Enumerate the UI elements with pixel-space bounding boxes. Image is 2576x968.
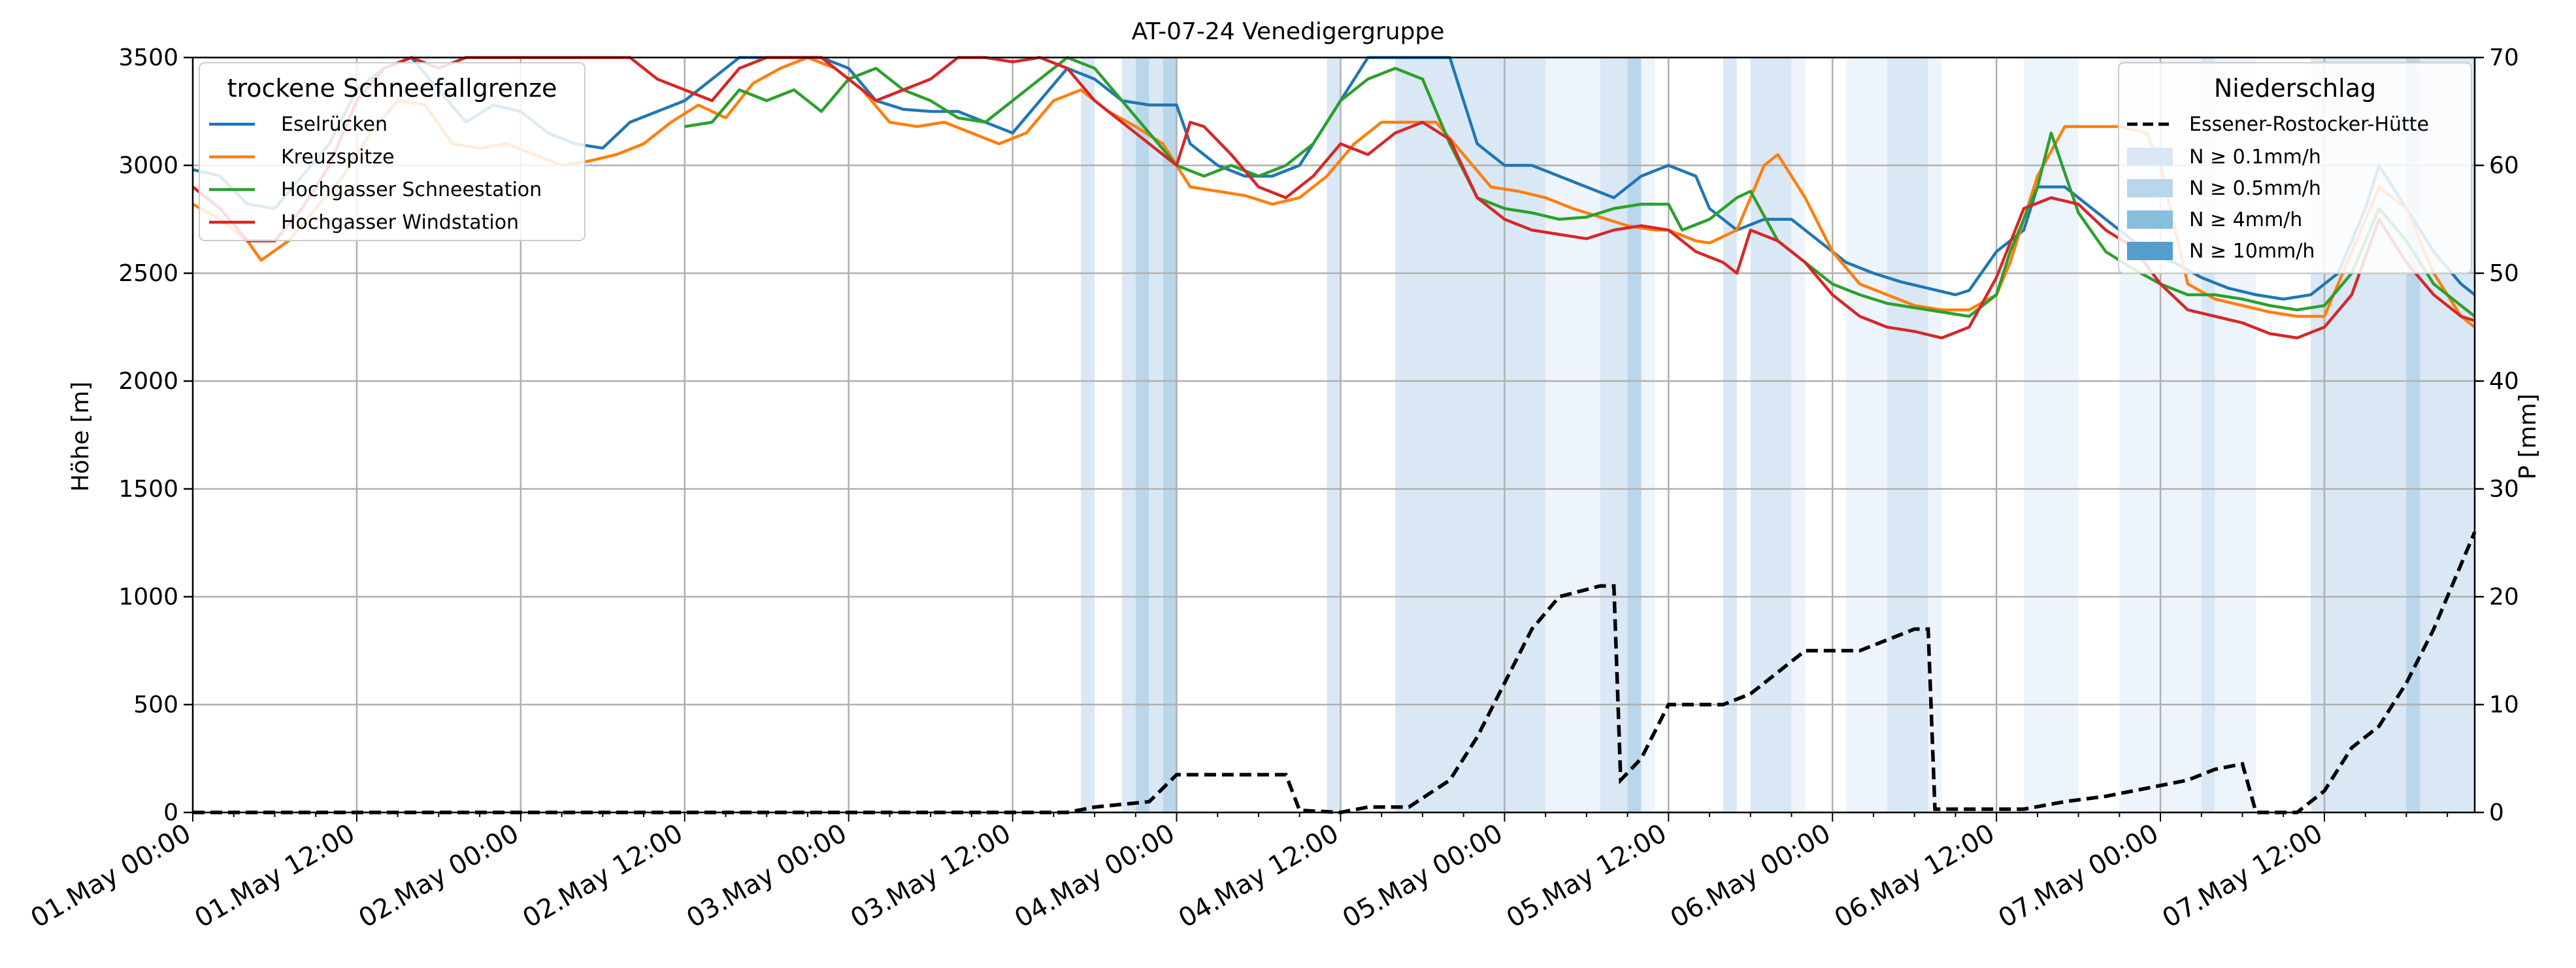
precip-bands — [1081, 58, 2475, 812]
precip-band-4 — [1163, 58, 1177, 812]
legend-snowline-label-2: Hochgasser Schneestation — [281, 178, 542, 201]
y-right-tick-label-0: 0 — [2489, 799, 2504, 826]
precip-band-10 — [1641, 58, 1655, 812]
precip-band-8 — [1600, 58, 1628, 812]
precip-band-11 — [1723, 58, 1737, 812]
precip-band-9 — [1627, 58, 1642, 812]
y-tick-label-6: 3000 — [118, 152, 178, 179]
y-axis-label: Höhe [m] — [67, 382, 94, 492]
legend-snowline: trockene Schneefallgrenze Eselrücken Kreu… — [199, 62, 586, 241]
precip-band-2 — [1135, 58, 1149, 812]
y-right-tick-label-2: 20 — [2489, 584, 2519, 610]
y-axis-label-right: P [mm] — [2515, 393, 2541, 479]
legend-precip-band-swatch-1 — [2127, 179, 2173, 197]
legend-precip-title: Niederschlag — [2214, 74, 2376, 103]
legend-precip-frame — [2118, 62, 2472, 274]
y-right-tick-label-3: 30 — [2489, 476, 2519, 503]
legend-snowline-label-1: Kreuzspitze — [281, 146, 395, 169]
y-right-tick-label-4: 40 — [2489, 368, 2519, 395]
precip-band-17 — [2023, 58, 2079, 812]
y-tick-label-3: 1500 — [118, 476, 178, 503]
precip-band-7 — [1545, 58, 1600, 812]
legend-snowline-label-0: Eselrücken — [281, 113, 388, 136]
precip-band-14 — [1846, 58, 1887, 812]
y-tick-label-7: 3500 — [118, 44, 178, 71]
chart-title: AT-07-24 Venedigergruppe — [1132, 18, 1445, 45]
legend-precip: Niederschlag Essener-Rostocker-Hütte N ≥… — [2118, 62, 2472, 274]
precip-band-6 — [1395, 58, 1546, 812]
legend-precip-band-label-1: N ≥ 0.5mm/h — [2189, 177, 2321, 200]
legend-snowline-frame — [199, 62, 586, 241]
precip-band-16 — [1928, 58, 1942, 812]
legend-snowline-title: trockene Schneefallgrenze — [227, 74, 557, 103]
y-tick-label-1: 500 — [133, 692, 178, 718]
plot-frame — [191, 56, 2476, 814]
y-tick-label-2: 1000 — [118, 584, 178, 610]
legend-precip-band-label-0: N ≥ 0.1mm/h — [2189, 146, 2321, 169]
y-right-tick-label-6: 60 — [2489, 152, 2519, 179]
legend-precip-band-swatch-3 — [2127, 242, 2173, 260]
precip-band-5 — [1327, 58, 1341, 812]
y-tick-label-5: 2500 — [118, 260, 178, 287]
y-tick-label-4: 2000 — [118, 368, 178, 395]
precip-band-12 — [1750, 58, 1792, 812]
y-right-tick-label-5: 50 — [2489, 260, 2519, 287]
precip-band-15 — [1887, 58, 1928, 812]
precip-band-0 — [1081, 58, 1095, 812]
axes — [191, 56, 2476, 814]
precip-band-13 — [1791, 58, 1806, 812]
y-right-tick-label-1: 10 — [2489, 692, 2519, 718]
legend-precip-band-label-2: N ≥ 4mm/h — [2189, 209, 2302, 231]
y-tick-label-0: 0 — [163, 799, 178, 826]
legend-precip-band-swatch-0 — [2127, 148, 2173, 166]
legend-snowline-label-3: Hochgasser Windstation — [281, 211, 519, 234]
y-right-tick-label-7: 70 — [2489, 44, 2519, 71]
series-line-2 — [684, 56, 2476, 318]
legend-precip-band-label-3: N ≥ 10mm/h — [2189, 240, 2315, 263]
precip-band-3 — [1149, 58, 1163, 812]
legend-precip-line-label: Essener-Rostocker-Hütte — [2189, 113, 2429, 136]
precip-band-1 — [1121, 58, 1136, 812]
legend-precip-band-swatch-2 — [2127, 210, 2173, 229]
